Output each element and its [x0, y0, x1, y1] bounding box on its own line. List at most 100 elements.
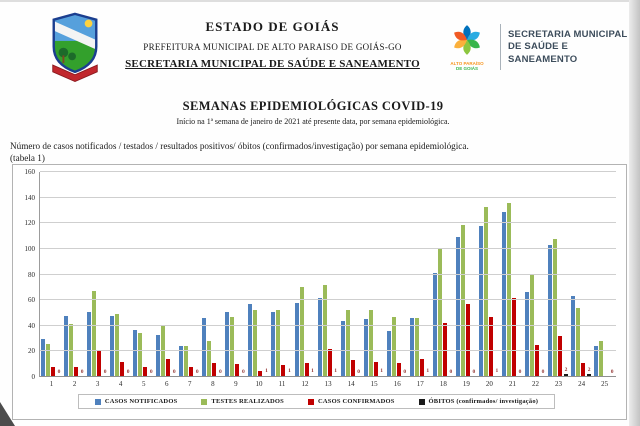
obitos-value-label: 0	[195, 368, 199, 375]
x-tick-label: 17	[416, 380, 424, 388]
bar-group: 0	[432, 172, 455, 377]
x-tick-label: 9	[234, 380, 238, 388]
bar-testes-realizados	[345, 310, 350, 377]
x-axis: 1 2 3 4 5 6 7 8 9 10 11 12 13 14 15 16 17 18 19 20 21 22 23 24 2…	[40, 377, 616, 388]
gridline	[40, 324, 616, 326]
gridline	[40, 171, 616, 172]
bar-testes-realizados	[46, 343, 51, 377]
bar-casos-confirmados	[396, 362, 401, 377]
bar-group: 1	[363, 172, 386, 377]
bar-casos-notificados	[202, 318, 207, 377]
bar-casos-confirmados	[442, 323, 447, 377]
pinwheel-caption-city: ALTO PARAÍSO	[450, 61, 484, 66]
bar-testes-realizados	[115, 314, 120, 377]
bar-casos-confirmados	[419, 359, 424, 377]
bar-casos-confirmados	[281, 365, 286, 377]
bar-casos-confirmados	[535, 344, 539, 377]
logo-org-line: SECRETARIA MUNICIPAL	[508, 28, 628, 40]
bar-testes-realizados	[576, 307, 581, 377]
gridline	[40, 273, 616, 275]
obitos-value-label: 1	[265, 368, 268, 374]
bar-casos-notificados	[156, 334, 161, 377]
bar-casos-confirmados	[212, 362, 217, 377]
bar-testes-realizados	[483, 206, 488, 377]
bar-testes-realizados	[414, 318, 419, 377]
photo-corner-artifact	[0, 402, 15, 426]
bar-group: 0	[155, 172, 178, 377]
bar-casos-confirmados	[120, 361, 125, 377]
y-axis: 0 20 40 60 80 100 120 140 160	[17, 168, 39, 381]
x-tick-label: 25	[601, 380, 609, 388]
bar-testes-realizados	[530, 274, 534, 377]
bar-testes-realizados	[161, 325, 166, 377]
bar-casos-notificados	[41, 338, 46, 377]
obitos-value-label: 0	[149, 368, 153, 375]
pinwheel-logo-block: ALTO PARAÍSO DE GOIÁS	[441, 23, 493, 72]
obitos-value-label: 1	[334, 368, 337, 374]
x-tick-label: 19	[462, 380, 470, 388]
logo-org-line: DE SAÚDE E	[508, 41, 569, 53]
obitos-value-label: 0	[242, 368, 245, 375]
pinwheel-icon	[454, 25, 480, 55]
bar-group: 1	[270, 172, 293, 377]
bar-casos-notificados	[179, 346, 184, 377]
bar-group: 0	[86, 172, 109, 377]
chart-legend: CASOS NOTIFICADOS TESTES REALIZADOS CASOS …	[77, 394, 556, 409]
y-tick-label: 40	[28, 321, 35, 330]
bar-testes-realizados	[230, 316, 235, 377]
logo-divider	[500, 24, 501, 71]
x-tick-label: 24	[578, 380, 586, 388]
bar-testes-realizados	[506, 202, 511, 377]
legend-item: CASOS CONFIRMADOS	[308, 398, 395, 405]
x-tick-label: 14	[347, 380, 355, 388]
bar-casos-confirmados	[258, 370, 263, 377]
x-tick-label: 7	[188, 380, 192, 388]
legend-label: TESTES REALIZADOS	[211, 398, 284, 405]
letterhead-department: SECRETARIA MUNICIPAL DE SAÚDE E SANEAMEN…	[125, 58, 420, 70]
obitos-value-label: 0	[218, 368, 222, 375]
bar-testes-realizados	[322, 284, 327, 377]
bar-group: 1	[294, 172, 317, 377]
letterhead-municipality: PREFEITURA MUNICIPAL DE ALTO PARAISO DE …	[143, 42, 402, 52]
obitos-value-label: 0	[80, 368, 84, 375]
logo-org-name: SECRETARIA MUNICIPAL DE SAÚDE E SANEAMEN…	[508, 29, 627, 66]
y-tick-label: 140	[24, 193, 36, 202]
x-tick-label: 11	[278, 380, 286, 388]
gridline	[40, 350, 616, 352]
x-tick-label: 21	[508, 380, 516, 388]
document-title-block: SEMANAS EPIDEMIOLÓGICAS COVID-19 Início …	[0, 99, 626, 126]
logo-org-line: SANEAMENTO	[508, 53, 578, 65]
obitos-value-label: 1	[495, 368, 499, 374]
bar-bitos-confirmados-investiga-o	[564, 374, 569, 377]
obitos-value-label: 0	[126, 368, 130, 375]
bar-casos-notificados	[294, 302, 299, 377]
x-tick-label: 10	[255, 380, 263, 388]
bar-casos-notificados	[409, 318, 414, 377]
bar-group: 0	[201, 172, 224, 377]
bar-casos-notificados	[317, 297, 322, 377]
bar-casos-confirmados	[51, 366, 56, 377]
plot-area: 0 0 0 0 0 0 0 0 0 1 1 1 1 0 1 0 1 0 0 1 0 0 2 2 0	[39, 171, 616, 377]
obitos-value-label: 0	[472, 368, 476, 375]
municipal-crest-icon	[52, 12, 98, 83]
bar-casos-confirmados	[143, 366, 148, 377]
bar-groups: 0 0 0 0 0 0 0 0 0 1 1 1 1 0 1 0 1 0 0 1 0 0 2 2 0	[40, 172, 616, 377]
bar-casos-notificados	[133, 329, 138, 377]
letterhead-state: ESTADO DE GOIÁS	[205, 19, 340, 34]
obitos-value-label: 2	[564, 366, 568, 373]
bar-casos-confirmados	[465, 303, 470, 377]
bar-group: 0	[501, 172, 524, 377]
chart-description-text: Número de casos notificados / testados /…	[10, 141, 469, 151]
page-title: SEMANAS EPIDEMIOLÓGICAS COVID-19	[182, 99, 444, 113]
bar-group: 0	[455, 172, 478, 377]
obitos-value-label: 0	[610, 368, 614, 375]
bar-group: 1	[478, 172, 501, 377]
x-tick-label: 3	[95, 380, 100, 388]
legend-swatch-icon	[308, 398, 314, 405]
obitos-column: 2	[586, 367, 592, 377]
bar-casos-notificados	[571, 296, 576, 377]
bar-casos-notificados	[455, 237, 460, 377]
bar-group: 0	[524, 172, 547, 377]
